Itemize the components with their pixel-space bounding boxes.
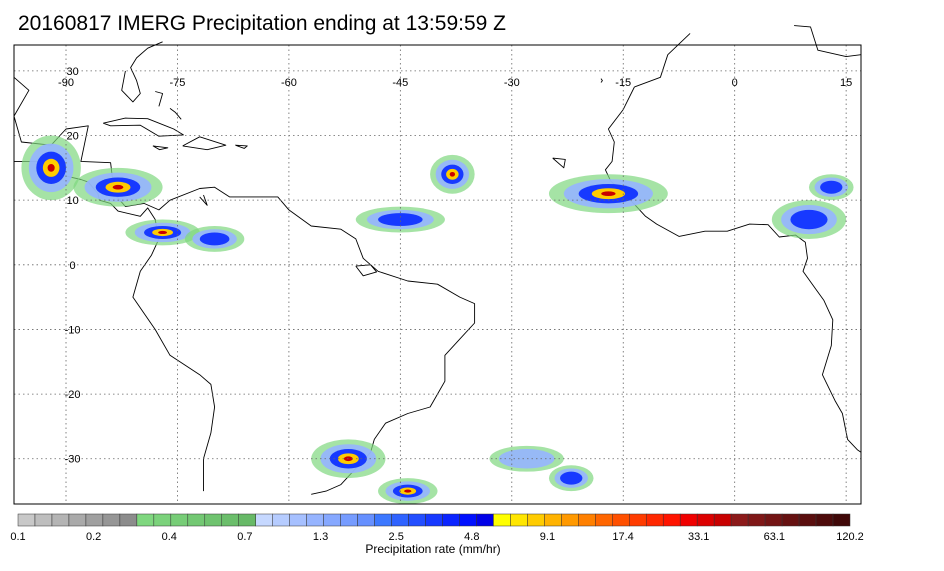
colorbar-caption: Precipitation rate (mm/hr) xyxy=(365,542,501,556)
map-background xyxy=(14,45,861,504)
lat-tick-label: -10 xyxy=(65,324,81,336)
lat-tick-label: -30 xyxy=(65,454,81,466)
precipitation-layer xyxy=(21,135,854,505)
lat-tick-label: 0 xyxy=(70,260,76,272)
lon-tick-label: -60 xyxy=(281,77,297,89)
lon-tick-label: -15 xyxy=(615,77,631,89)
precip-cell xyxy=(404,489,412,493)
precip-cell xyxy=(47,163,55,172)
map-frame xyxy=(13,44,862,505)
graticule-labels: -90 -75 -60 -45 -30 -15 0 15 30 20 10 0 -10 -20 -30 xyxy=(58,66,852,466)
precip-cell xyxy=(790,209,828,230)
precip-cell xyxy=(449,171,456,177)
precip-cell xyxy=(601,191,616,197)
precip-cell xyxy=(560,471,583,485)
page-title: 20160817 IMERG Precipitation ending at 1… xyxy=(18,12,506,35)
precip-cell xyxy=(820,180,843,194)
precip-cell xyxy=(158,230,168,235)
lat-tick-label: -20 xyxy=(65,389,81,401)
lon-tick-label: 0 xyxy=(732,77,738,89)
graticule xyxy=(14,45,861,504)
lat-tick-label: 30 xyxy=(66,66,78,78)
lat-tick-label: 20 xyxy=(66,131,78,143)
precip-cell xyxy=(498,449,555,469)
lon-tick-label: -30 xyxy=(504,77,520,89)
precip-cell xyxy=(112,184,124,190)
precip-cell xyxy=(199,232,230,246)
lon-tick-label: -90 xyxy=(58,77,74,89)
precip-cell xyxy=(378,213,423,227)
lon-tick-label: -75 xyxy=(170,77,186,89)
lon-tick-label: 15 xyxy=(840,77,852,89)
lat-tick-label: 10 xyxy=(66,195,78,207)
coastlines xyxy=(13,25,862,495)
lon-tick-label: -45 xyxy=(392,77,408,89)
